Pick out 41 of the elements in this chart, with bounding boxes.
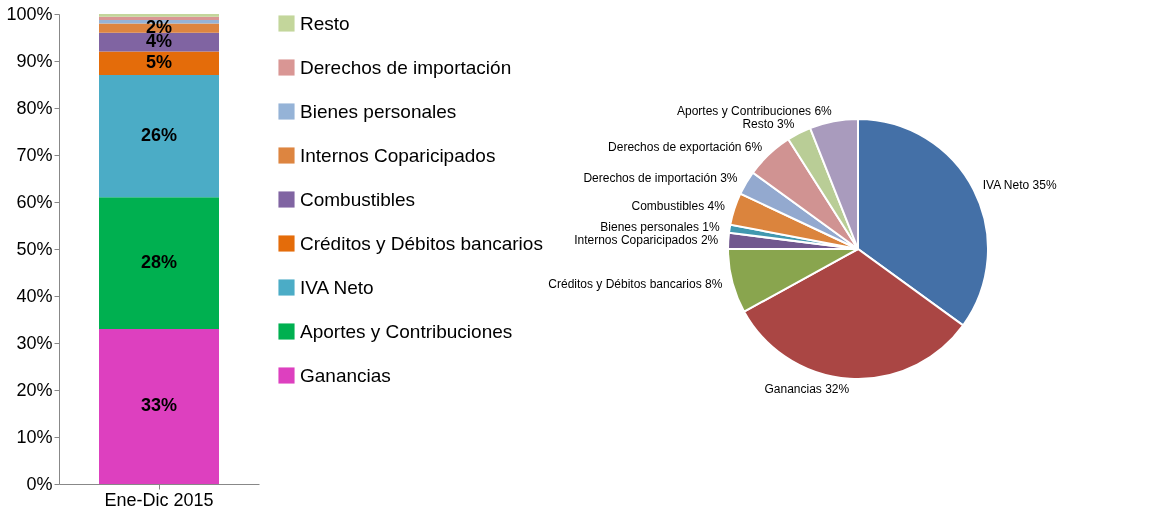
legend-label: Derechos de importación xyxy=(300,56,512,78)
slice-label: Resto 3% xyxy=(742,117,795,132)
y-tick-label: 40% xyxy=(16,285,53,306)
slice-label: Ganancias 32% xyxy=(764,381,850,396)
slice-label: Créditos y Débitos bancarios 8% xyxy=(548,276,723,291)
data-label: 28% xyxy=(140,252,178,273)
data-label: 5% xyxy=(145,52,173,73)
slice-label: Internos Coparicipados 2% xyxy=(574,233,719,248)
slice-label: Derechos de exportación 6% xyxy=(608,139,763,154)
bar xyxy=(99,197,219,329)
legend-label: Créditos y Débitos bancarios xyxy=(300,232,543,254)
bar xyxy=(99,75,219,198)
legend-label: Ganancias xyxy=(300,364,391,386)
x-tick-label: Ene-Dic 2015 xyxy=(104,489,214,510)
bar xyxy=(99,16,219,21)
bar xyxy=(99,51,219,76)
y-tick-label: 50% xyxy=(16,238,53,259)
y-tick-label: 90% xyxy=(16,50,53,71)
y-tick-label: 10% xyxy=(16,426,53,447)
y-tick-label: 30% xyxy=(16,332,53,353)
data-label: 26% xyxy=(140,125,178,146)
y-tick-label: 70% xyxy=(16,144,53,165)
slice-label: Derechos de importación 3% xyxy=(583,170,738,185)
legend-label: Resto xyxy=(300,12,350,34)
slice-label: Aportes y Contribuciones 6% xyxy=(677,104,833,119)
bar xyxy=(99,14,219,17)
slice-label: Combustibles 4% xyxy=(631,198,726,213)
y-tick-label: 20% xyxy=(16,379,53,400)
data-label: 33% xyxy=(140,395,178,416)
legend-label: Combustibles xyxy=(300,188,416,210)
slice-label: Bienes personales 1% xyxy=(600,220,721,235)
legend-label: Bienes personales xyxy=(300,100,457,122)
slice-label: IVA Neto 35% xyxy=(982,178,1057,193)
legend-label: Internos Coparicipados xyxy=(300,144,496,166)
legend-label: Aportes y Contribuciones xyxy=(300,320,513,342)
y-tick-label: 60% xyxy=(16,191,53,212)
y-tick-label: 100% xyxy=(6,3,53,24)
legend-label: IVA Neto xyxy=(300,276,374,298)
y-tick-label: 0% xyxy=(26,473,53,494)
y-tick-label: 80% xyxy=(16,97,53,118)
bar xyxy=(99,328,219,484)
